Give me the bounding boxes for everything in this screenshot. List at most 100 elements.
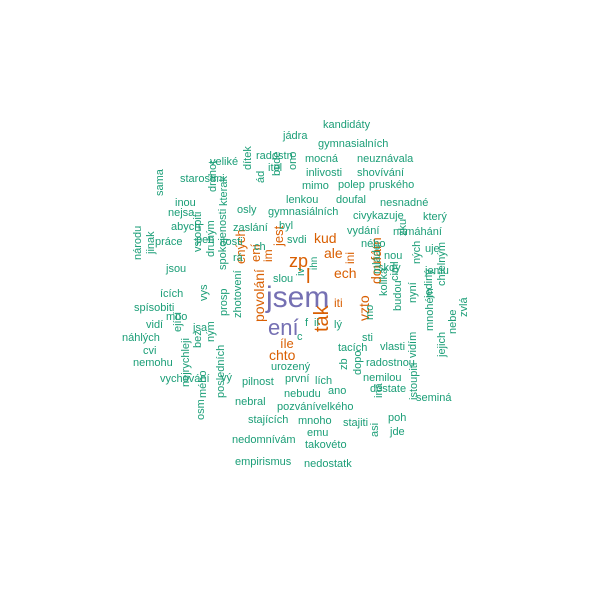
word-jde-132: jde xyxy=(390,426,405,438)
word-zhotoveni-91: zhotovení xyxy=(232,270,244,318)
word-mimo-33: mimo xyxy=(302,180,329,192)
word-bez-97: bez xyxy=(192,330,204,348)
word-meho-116: mého xyxy=(197,370,209,398)
word-empirismus-136: empirismus xyxy=(235,456,292,468)
word-tacich-100: tacích xyxy=(338,342,368,354)
word-jemu-71: jemu xyxy=(425,265,449,277)
word-spisobiti-75: spísobiti xyxy=(134,302,175,314)
word-chtelnym-85: chtelným xyxy=(436,241,448,286)
word-inou-38: inou xyxy=(175,197,196,209)
word-mo-94: mo xyxy=(364,304,376,320)
word-ihn-142: ihn xyxy=(309,256,320,270)
word-zvla-87: zvlá xyxy=(458,297,470,317)
word-l-7: l xyxy=(306,266,311,288)
word-doufal-41: doufal xyxy=(336,194,366,206)
word-ejici-89: ející xyxy=(172,311,184,332)
word-kud-4: kud xyxy=(314,230,337,246)
word-bude-31: bude xyxy=(271,151,283,176)
word-nedomnivam-133: nedomnívám xyxy=(232,434,296,446)
word-jadra-20: jádra xyxy=(283,130,308,142)
word-vlasti-99: vlasti xyxy=(380,341,406,353)
word-iti-17: iti xyxy=(334,296,343,310)
word-pilnost-108: pilnost xyxy=(242,376,274,388)
word-ch-58: ch xyxy=(254,241,266,253)
word-nemilou-112: nemilou xyxy=(363,372,402,384)
word-stajiti-128: stajiti xyxy=(343,417,369,429)
word-nebral-120: nebral xyxy=(235,396,266,408)
word-nejrychleji-115: nejrychleji xyxy=(180,338,192,387)
word-jinak-62: jinak xyxy=(145,231,157,254)
word-ech-6: ech xyxy=(334,265,357,281)
word-takoveto-134: takovéto xyxy=(305,439,347,451)
word-vys-77: vys xyxy=(198,284,210,302)
word-prvni-110: první xyxy=(285,373,310,385)
word-ad-36: ád xyxy=(255,170,267,183)
word-osm-117: osm xyxy=(195,399,207,420)
word-dostate-114: dostate xyxy=(370,383,407,395)
word-neuznavala-24: neuznávala xyxy=(357,153,414,165)
word-pozvanivelkeho-122: pozvánívelkého xyxy=(277,401,354,413)
word-vydani-52: vydání xyxy=(347,225,380,237)
word-nebe-96: nebe xyxy=(447,309,459,334)
word-semina-124: seminá xyxy=(416,392,452,404)
word-ina-123: iná xyxy=(373,383,385,398)
word-vy-107: vý xyxy=(221,372,232,384)
word-prosp-90: prosp xyxy=(218,288,230,316)
word-namahani-53: namáhání xyxy=(393,226,442,238)
word-polep-34: polep xyxy=(338,179,365,191)
word-spokojenosti-73: spokojenosti xyxy=(217,208,229,270)
word-mnohem-101: mnohém xyxy=(424,288,436,331)
word-ciml-78: ciml xyxy=(389,261,401,281)
word-druhym-70: druhým xyxy=(205,220,217,257)
word-shovivani-28: shovívání xyxy=(357,167,405,179)
word-gymnasialnich-45: gymnasiálních xyxy=(268,206,339,218)
word-c-140: c xyxy=(297,331,303,343)
word-kterak-49: kterak xyxy=(218,176,230,206)
word-ini-18: ini xyxy=(343,251,357,264)
word-iv-141: iv xyxy=(295,268,307,276)
word-pen-55: pen xyxy=(196,234,215,246)
word-nahlych-88: náhlých xyxy=(122,332,160,344)
word-f-138: f xyxy=(305,317,309,329)
word-nou-65: nou xyxy=(384,250,403,262)
word-jsem-0: jsem xyxy=(266,281,330,314)
word-cvi-95: cvi xyxy=(143,345,157,357)
word-inlivosti-27: inlivosti xyxy=(306,167,343,179)
word-asi-135: asi xyxy=(369,422,381,437)
word-nebudu-121: nebudu xyxy=(284,388,321,400)
word-budou-86: budou xyxy=(392,280,404,311)
word-nejsa-43: nejsa xyxy=(168,207,195,219)
word-radostnou-103: radostnou xyxy=(366,357,415,369)
word-uje-61: uje xyxy=(425,243,440,255)
word-osly-44: osly xyxy=(237,204,257,216)
word-stajicich-126: stajících xyxy=(248,414,289,426)
word-skdy-67: skdy xyxy=(378,262,401,274)
word-vstoupiti-63: vstoupiti xyxy=(192,211,204,252)
word-kolika-81: kolika xyxy=(378,267,390,296)
word-prace-54: práce xyxy=(155,236,183,248)
word-zb-113: zb xyxy=(338,358,350,370)
word-ra-64: rá xyxy=(233,252,243,264)
word-pruskeho-35: pruského xyxy=(369,179,415,191)
word-nemohu-102: nemohu xyxy=(133,357,173,369)
word-jsa-84: jsa xyxy=(193,322,208,334)
word-nyni-82: nyní xyxy=(407,282,419,303)
word-vychovani-106: vychování xyxy=(160,373,210,385)
word-ale-5: ale xyxy=(324,245,343,261)
word-neho-59: ného xyxy=(361,238,386,250)
word-byl-51: byl xyxy=(279,220,294,232)
word-ano-118: ano xyxy=(328,385,347,397)
word-narodu-68: národu xyxy=(132,225,144,260)
word-zku-60: zku xyxy=(397,218,409,236)
word-lich-111: lích xyxy=(315,375,333,387)
word-istoupiti-130: istoupiti xyxy=(408,362,420,400)
word-starostmi-29: starostmi xyxy=(180,173,225,185)
word-jsou-69: jsou xyxy=(166,263,187,275)
word-itel-26: itel xyxy=(268,162,283,174)
word-sama-37: sama xyxy=(154,169,166,196)
word-poh-129: poh xyxy=(388,412,407,424)
word-gymnasialnich-21: gymnasialních xyxy=(318,138,389,150)
word-slou-66: slou xyxy=(273,273,294,285)
word-mnoho-127: mnoho xyxy=(298,415,332,427)
